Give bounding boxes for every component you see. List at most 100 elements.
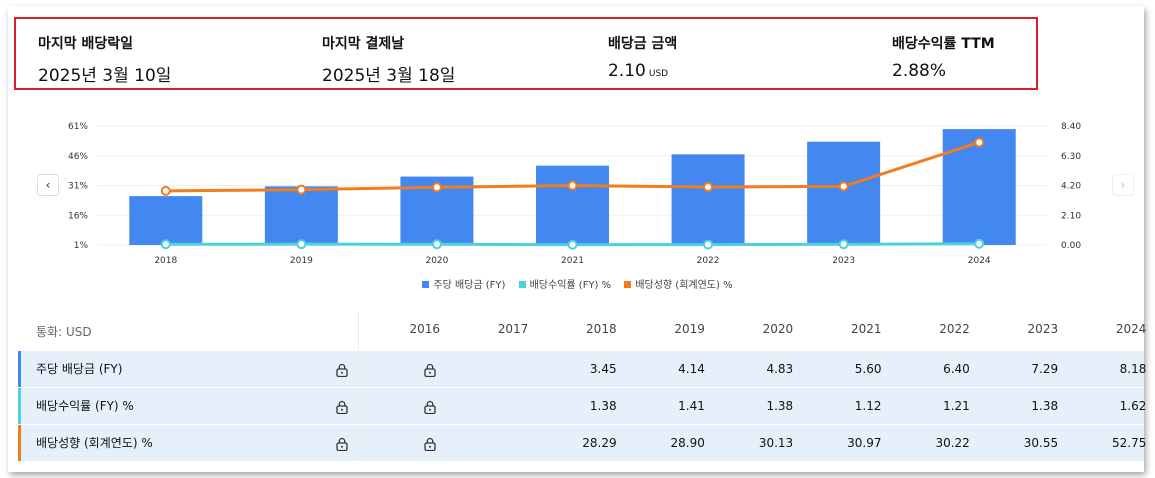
left-axis-tick-label: 46% — [68, 152, 88, 162]
table-cell: 4.14 — [678, 362, 705, 376]
table-cell: 30.55 — [1023, 436, 1059, 450]
table-cell: 1.38 — [766, 399, 794, 413]
summary-value: 2025년 3월 10일 — [38, 61, 171, 86]
yield-point — [974, 238, 985, 249]
year-header: 2024 — [1115, 322, 1147, 336]
table-cell: 6.40 — [943, 362, 970, 376]
payout-point — [431, 182, 442, 193]
x-axis-tick-label: 2020 — [425, 256, 448, 266]
year-header: 2019 — [674, 322, 705, 336]
payout-point — [160, 185, 171, 196]
right-axis-tick-label: 6.30 — [1061, 152, 1081, 162]
lock-icon[interactable] — [424, 363, 436, 378]
legend-item-yield[interactable]: 배당수익률 (FY) % — [518, 276, 611, 291]
chart-prev-button[interactable]: ‹ — [37, 174, 59, 196]
lock-icon[interactable] — [336, 363, 348, 378]
summary-value: 2.10 USD — [608, 61, 677, 81]
legend-swatch — [624, 281, 632, 288]
row-color-stripe — [18, 388, 21, 424]
legend-label: 주당 배당금 (FY) — [433, 280, 506, 291]
table-cell: 28.29 — [582, 436, 617, 450]
legend-swatch — [422, 281, 430, 288]
legend-item-payout[interactable]: 배당성향 (회계연도) % — [624, 276, 733, 291]
column-divider — [358, 425, 359, 461]
lock-icon[interactable] — [336, 400, 348, 415]
payout-point — [296, 184, 307, 195]
table-cell: 1.41 — [678, 399, 705, 413]
column-divider — [358, 388, 359, 424]
x-axis-tick-label: 2024 — [968, 256, 991, 266]
row-label: 주당 배당금 (FY) — [36, 362, 123, 376]
year-header: 2016 — [409, 322, 440, 336]
row-label: 배당성향 (회계연도) % — [36, 436, 153, 450]
row-color-stripe — [18, 425, 21, 461]
table-cell: 52.75 — [1112, 436, 1147, 450]
summary-ex-dividend-date: 마지막 배당락일 2025년 3월 10일 — [38, 33, 171, 86]
year-header: 2021 — [850, 322, 882, 336]
bar-dps — [942, 129, 1016, 245]
summary-value-text: 2025년 3월 18일 — [322, 66, 456, 86]
x-axis-tick-label: 2023 — [832, 256, 855, 266]
right-axis-tick-label: 2.10 — [1061, 211, 1081, 221]
left-axis-tick-label: 31% — [68, 182, 88, 192]
summary-label: 마지막 배당락일 — [38, 36, 134, 52]
lock-icon[interactable] — [424, 437, 436, 452]
bar-dps — [671, 154, 745, 245]
table-cell: 30.13 — [758, 436, 794, 450]
payout-point — [974, 137, 985, 148]
payout-point — [703, 182, 714, 193]
lock-icon[interactable] — [424, 400, 436, 415]
chart-next-button[interactable]: › — [1112, 174, 1134, 196]
right-axis-tick-label: 0.00 — [1061, 241, 1081, 251]
summary-value: 2025년 3월 18일 — [322, 61, 455, 86]
summary-dividend-yield-ttm: 배당수익률 TTM 2.88% — [892, 33, 995, 81]
chevron-left-icon: ‹ — [45, 178, 51, 192]
dividend-chart: 61% 8.40 46% 6.30 31% 4.20 16% 2.10 1% 0.00 2018 20… — [10, 112, 1140, 302]
table-cell: 8.18 — [1119, 362, 1147, 376]
dividend-summary-box: 마지막 배당락일 2025년 3월 10일 마지막 결제날 2025년 3월 1… — [14, 17, 1038, 90]
yield-point — [567, 239, 578, 250]
table-cell: 30.22 — [935, 436, 970, 450]
right-axis-tick-label: 8.40 — [1061, 122, 1081, 132]
row-color-stripe — [18, 351, 21, 387]
summary-value: 2.88% — [892, 61, 995, 81]
table-cell: 28.90 — [670, 436, 705, 450]
year-header: 2017 — [497, 322, 529, 336]
bar-dps — [536, 165, 609, 245]
table-cell: 1.38 — [589, 399, 617, 413]
x-axis-tick-label: 2018 — [154, 256, 177, 266]
year-header: 2020 — [762, 322, 794, 336]
left-axis-tick-label: 16% — [68, 211, 88, 221]
table-cell: 1.62 — [1119, 399, 1147, 413]
yield-point — [431, 239, 442, 250]
summary-value-text: 2.88% — [892, 61, 947, 81]
summary-unit: USD — [648, 69, 669, 79]
payout-point — [567, 180, 578, 191]
table-cell: 1.38 — [1031, 399, 1059, 413]
table-row: 배당성향 (회계연도) % 28.29 28.90 30.13 30.97 30.22 30… — [18, 424, 1147, 461]
legend-item-dps[interactable]: 주당 배당금 (FY) — [422, 276, 505, 291]
bar-dps — [264, 186, 338, 245]
table-cell: 7.29 — [1031, 362, 1059, 376]
yield-point — [296, 239, 307, 250]
x-axis-tick-label: 2019 — [290, 256, 313, 266]
lock-icon[interactable] — [336, 437, 348, 452]
left-axis-tick-label: 61% — [68, 122, 88, 132]
x-axis-tick-label: 2022 — [697, 256, 720, 266]
table-cell: 1.21 — [943, 399, 970, 413]
table-cell: 3.45 — [589, 362, 617, 376]
table-cell: 4.83 — [766, 362, 794, 376]
table-row: 주당 배당금 (FY) 3.45 4.14 4.83 5.60 6.40 7.29 8.18 — [18, 350, 1147, 387]
bar-dps — [129, 196, 203, 245]
left-axis-tick-label: 1% — [74, 241, 89, 251]
legend-swatch — [518, 281, 526, 288]
column-divider — [358, 312, 359, 350]
bar-dps — [807, 141, 881, 245]
year-header: 2023 — [1027, 322, 1059, 336]
dividend-table: 통화: USD 2016 2017 2018 2019 2020 2021 2022 2023… — [18, 312, 1147, 461]
yield-point — [703, 239, 714, 250]
currency-label: 통화: USD — [36, 325, 92, 339]
x-axis-tick-label: 2021 — [561, 256, 584, 266]
table-cell: 5.60 — [854, 362, 882, 376]
summary-label: 배당수익률 TTM — [892, 36, 995, 52]
